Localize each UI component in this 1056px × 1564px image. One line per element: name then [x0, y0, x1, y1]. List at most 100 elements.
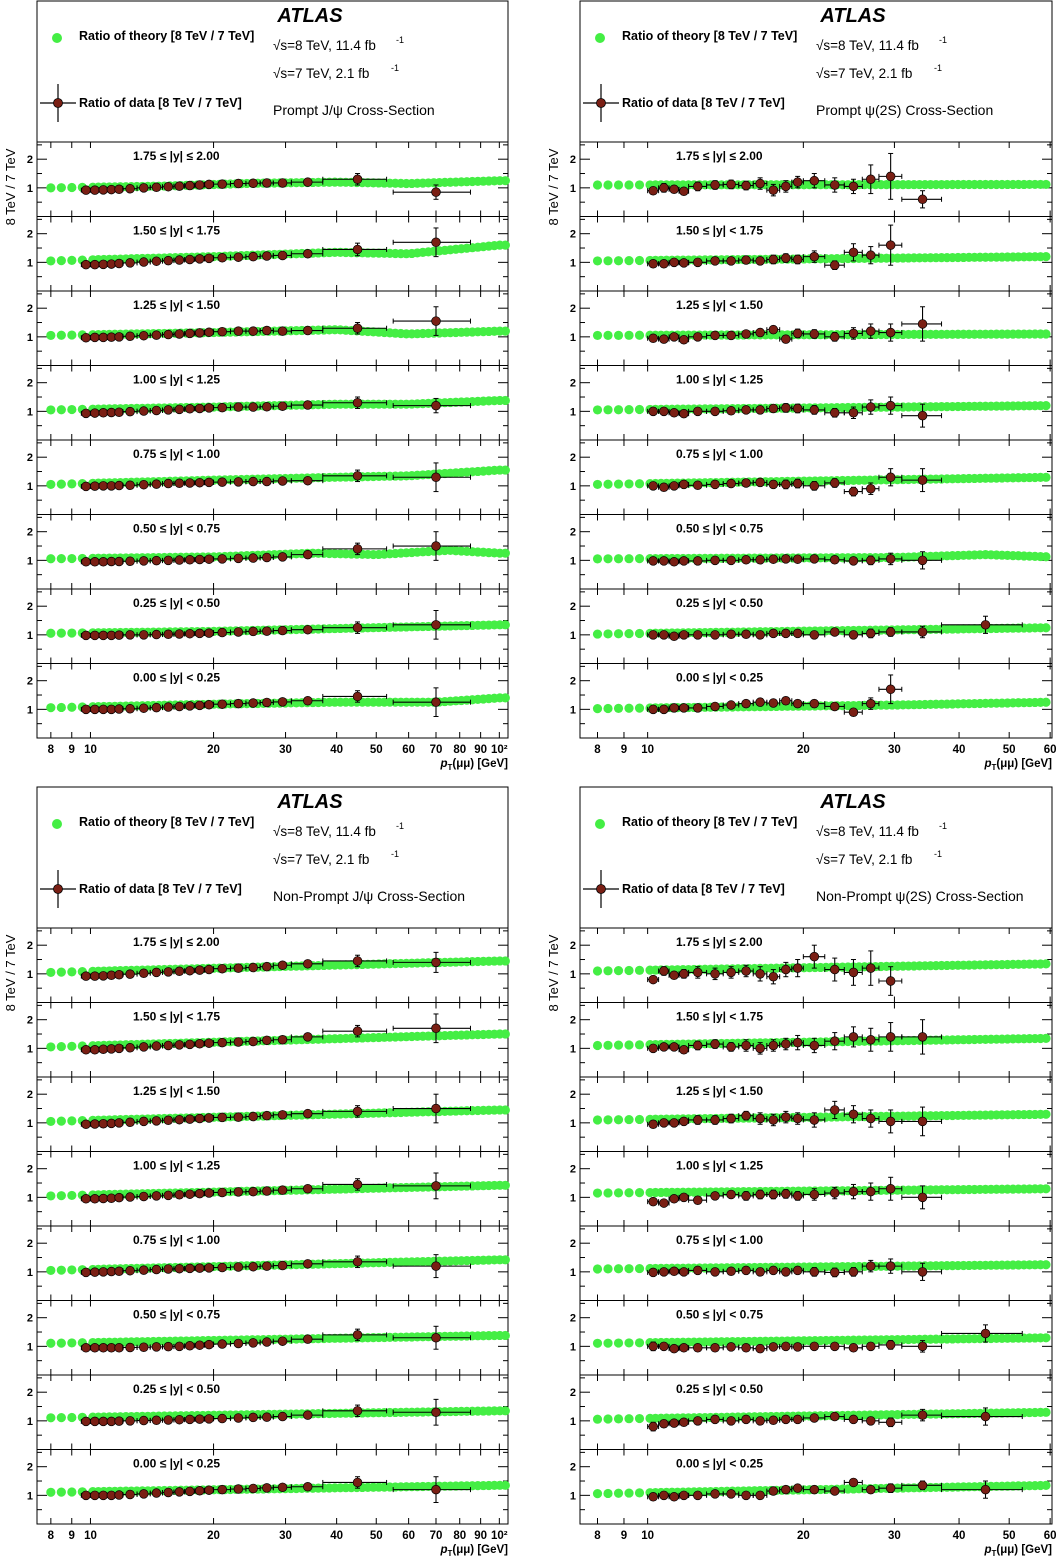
data-point [114, 258, 124, 269]
data-point [431, 1103, 441, 1114]
data-point [755, 630, 765, 640]
data-point [248, 698, 258, 708]
data-point [303, 249, 313, 259]
data-point [163, 478, 174, 489]
data-point [174, 255, 185, 265]
data-point [885, 627, 896, 637]
theory-point [500, 465, 510, 475]
rapidity-strip: 1 2 1.25 ≤ |y| < 1.50 [27, 1076, 510, 1152]
data-point [277, 178, 288, 188]
data-point [125, 480, 135, 491]
theory-point [603, 703, 613, 714]
theory-point [634, 404, 645, 415]
data-point [125, 1043, 135, 1053]
data-point [163, 702, 174, 712]
data-point [848, 181, 859, 192]
data-point [693, 257, 703, 268]
data-point [194, 554, 205, 565]
data-point [669, 703, 679, 713]
data-point [194, 700, 205, 711]
data-point [139, 479, 149, 490]
data-point [352, 174, 363, 185]
data-point [277, 552, 288, 562]
data-point [792, 698, 803, 709]
data-point [90, 704, 100, 715]
x-tick-label: 10 [84, 744, 97, 756]
data-point [233, 698, 244, 709]
data-series [80, 1093, 471, 1130]
theory-point [624, 256, 634, 266]
data-point [352, 1106, 363, 1117]
rapidity-strip: 1 2 1.75 ≤ |y| ≤ 2.00 [570, 141, 1053, 217]
y-tick-label: 2 [27, 229, 33, 241]
y-tick-label: 1 [570, 555, 576, 567]
data-point [262, 1035, 272, 1046]
y-tick-label: 2 [27, 1015, 33, 1027]
data-point [917, 194, 928, 205]
data-point [139, 1042, 149, 1052]
theory-point [56, 183, 66, 193]
data-point [139, 630, 149, 640]
data-series [647, 551, 943, 570]
data-legend-label: Ratio of data [8 TeV / 7 TeV] [79, 882, 242, 896]
data-series [647, 306, 943, 345]
rapidity-label: 0.75 ≤ |y| < 1.00 [676, 447, 763, 461]
data-point [768, 254, 779, 265]
data-point [693, 406, 703, 417]
data-point [185, 965, 195, 976]
data-point [204, 700, 214, 710]
data-point [204, 964, 214, 975]
theory-point [613, 554, 624, 564]
data-point [352, 956, 363, 966]
data-point [768, 554, 779, 564]
theory-point [603, 479, 613, 489]
data-point [151, 702, 162, 713]
data-point [848, 408, 859, 418]
data-point [114, 1043, 124, 1054]
data-point [151, 182, 162, 193]
theory-legend-label: Ratio of theory [8 TeV / 7 TeV] [79, 29, 254, 43]
data-point [90, 408, 100, 418]
theory-point [624, 703, 634, 713]
energy-8-label: √s=8 TeV, 11.4 fb [273, 824, 376, 839]
x-tick-label: 10² [491, 744, 508, 756]
energy-7-label: √s=7 TeV, 2.1 fb [273, 852, 369, 867]
x-tick-label: 8 [48, 744, 55, 756]
data-point [741, 698, 751, 709]
data-point [217, 1037, 227, 1048]
data-point [185, 254, 195, 265]
theory-point [56, 554, 66, 564]
y-tick-label: 2 [570, 676, 576, 688]
data-point [669, 631, 679, 642]
theory-point [500, 620, 510, 630]
x-tick-label: 10 [641, 744, 654, 756]
theory-point [56, 628, 66, 638]
rapidity-strip: 1 2 1.75 ≤ |y| ≤ 2.00 [27, 927, 510, 1003]
data-point [741, 405, 751, 415]
rapidity-label: 0.00 ≤ |y| < 0.25 [133, 671, 220, 685]
y-tick-label: 1 [27, 1043, 33, 1055]
data-point [233, 553, 244, 564]
data-point [659, 406, 669, 417]
data-point [679, 556, 689, 566]
y-tick-label: 2 [570, 601, 576, 613]
data-point [755, 697, 765, 707]
data-point [809, 251, 820, 262]
theory-point [624, 330, 634, 340]
data-point [726, 256, 736, 266]
data-point [139, 556, 149, 566]
theory-point [603, 256, 613, 266]
data-point [669, 408, 679, 418]
data-point [303, 177, 313, 187]
data-point [726, 330, 736, 341]
theory-point [67, 1116, 77, 1126]
data-point [194, 477, 205, 488]
data-point [352, 544, 363, 554]
data-point [352, 323, 363, 334]
data-point [768, 324, 779, 335]
chart-panel-prompt-jpsi: ATLAS Ratio of theory [8 TeV / 7 TeV] Rati… [3, 0, 510, 772]
y-tick-label: 2 [570, 378, 576, 390]
data-point [151, 330, 162, 340]
rapidity-strip: 1 2 0.50 ≤ |y| < 0.75 [27, 514, 510, 590]
data-series [80, 227, 471, 270]
